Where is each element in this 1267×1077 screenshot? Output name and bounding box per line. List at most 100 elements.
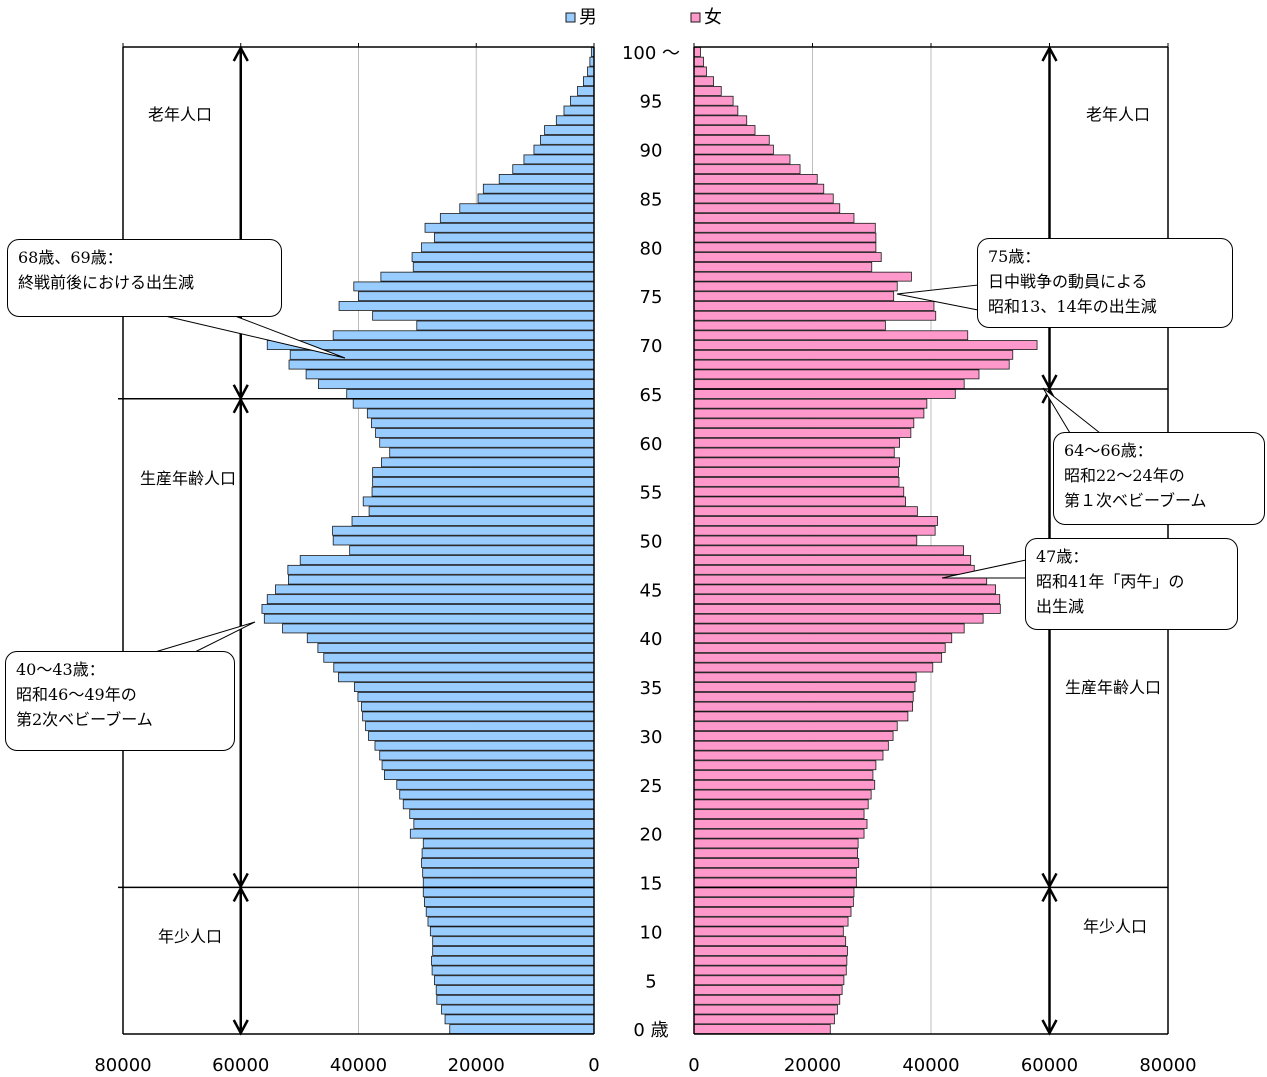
female-bar <box>693 418 915 429</box>
male-bar <box>368 506 595 517</box>
annotation-line: 第１次ベビーブーム <box>1064 491 1207 510</box>
female-bar <box>693 916 849 927</box>
male-x-tick-label: 60000 <box>212 1055 269 1076</box>
female-bar <box>693 86 722 96</box>
male-bar <box>396 779 595 790</box>
male-bar <box>351 516 595 526</box>
female-bar <box>693 252 882 262</box>
female-bar <box>693 946 848 956</box>
female-bar <box>693 877 857 888</box>
male-bar <box>409 809 595 820</box>
male-bar <box>544 125 595 135</box>
female-bar <box>693 1014 835 1025</box>
male-bar <box>362 496 595 507</box>
male-bar <box>422 867 595 878</box>
male-bar <box>412 261 595 272</box>
male-bar <box>432 936 595 947</box>
female-bar <box>693 623 965 634</box>
male-bar <box>482 183 595 194</box>
male-bar <box>353 682 595 692</box>
female-bar <box>693 379 965 390</box>
female-bar <box>693 232 877 243</box>
leader-64-66 <box>1042 387 1102 434</box>
female-bar <box>693 897 854 907</box>
male-bar <box>431 955 595 966</box>
annotation-line: 68歳、69歳： <box>18 248 123 267</box>
male-bar <box>379 437 595 448</box>
female-x-tick-label: 80000 <box>1139 1055 1196 1076</box>
female-bar <box>693 819 868 829</box>
age-tick-label: 55 <box>640 483 663 504</box>
age-tick-label: 20 <box>640 825 663 846</box>
female-bar <box>693 222 876 233</box>
male-bar <box>533 144 595 155</box>
female-bar <box>693 994 841 1005</box>
age-tick-label: 30 <box>640 727 663 748</box>
female-bar <box>693 46 701 57</box>
male-bar <box>411 252 595 262</box>
female-bar <box>693 310 937 321</box>
age-tick-label: 5 <box>645 971 656 992</box>
female-bar <box>693 838 859 849</box>
female-bar <box>693 682 916 692</box>
age-tick-label: 35 <box>640 678 663 699</box>
female-bar <box>693 545 964 556</box>
female-bar <box>693 965 847 976</box>
female-bar <box>693 359 1010 370</box>
male-bar <box>570 95 595 106</box>
female-bar <box>693 887 855 898</box>
age-tick-label: 15 <box>640 874 663 895</box>
annotation-line: 出生減 <box>1036 597 1085 616</box>
male-bar <box>413 819 595 829</box>
male-bar <box>305 369 595 380</box>
female-bar <box>693 349 1014 360</box>
annotation-47: 47歳： 昭和41年「丙午」の 出生減 <box>1025 538 1238 630</box>
male-bar <box>380 271 595 282</box>
male-bar <box>422 877 595 888</box>
male-bar <box>421 848 595 859</box>
male-bar <box>353 281 595 292</box>
male-bar <box>288 574 595 585</box>
male-bar <box>332 535 595 546</box>
band-arrow-head <box>232 45 249 62</box>
male-bar <box>338 672 595 683</box>
female-bar <box>693 486 905 497</box>
female-bar <box>693 906 852 917</box>
female-bar <box>693 301 935 311</box>
annotation-line: 昭和22～24年の <box>1064 466 1185 485</box>
male-bar <box>261 604 595 614</box>
male-bar <box>358 291 595 302</box>
male-bar <box>384 770 595 780</box>
annotation-68-69: 68歳、69歳： 終戦前後における出生減 <box>7 239 282 317</box>
female-x-tick-label: 40000 <box>902 1055 959 1076</box>
male-bar <box>421 858 595 868</box>
female-bar <box>693 809 865 820</box>
leader-68-69 <box>164 315 346 359</box>
female-bar <box>693 691 914 702</box>
male-bar <box>365 721 595 732</box>
female-bar <box>693 760 877 771</box>
annotation-line: 64～66歳： <box>1064 441 1153 460</box>
male-bar <box>317 643 595 653</box>
female-bar <box>693 975 845 986</box>
male-bar <box>416 320 595 331</box>
male-bar <box>266 594 595 605</box>
male-bar <box>399 789 595 800</box>
male-bar <box>361 701 595 712</box>
female-bar <box>693 779 876 790</box>
female-bar <box>693 398 928 409</box>
male-bar <box>389 447 595 458</box>
annotation-64-66: 64～66歳： 昭和22～24年の 第１次ベビーブーム <box>1053 432 1265 525</box>
female-bar <box>693 340 1038 350</box>
male-bar <box>374 740 595 751</box>
age-tick-label: 75 <box>640 287 663 308</box>
female-bar <box>693 330 969 341</box>
male-bar <box>282 623 595 634</box>
male-bar <box>362 711 595 722</box>
female-bar <box>693 1004 838 1015</box>
female-bar <box>693 76 714 87</box>
male-bar <box>439 213 595 223</box>
male-bar <box>434 975 595 986</box>
annotation-line: 47歳： <box>1036 547 1089 566</box>
